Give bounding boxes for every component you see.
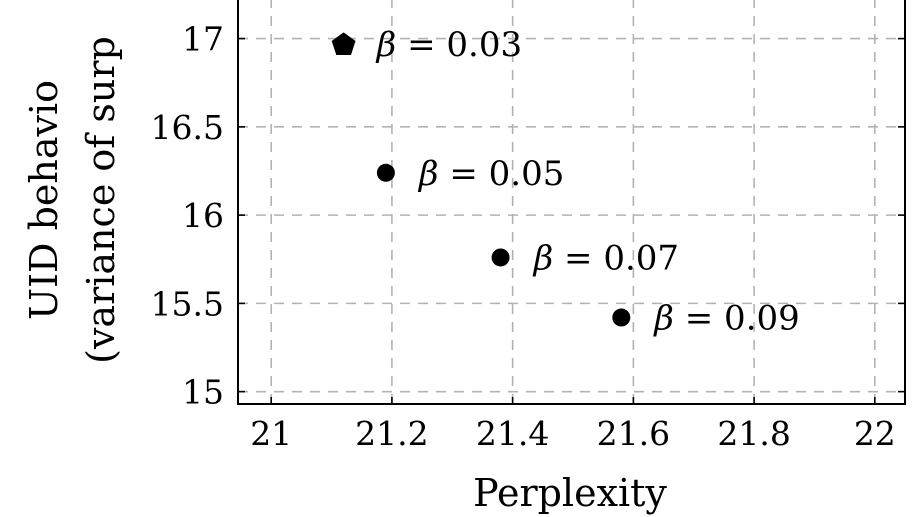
point-label: β = 0.03 bbox=[375, 25, 522, 65]
y-tick-label: 15 bbox=[182, 373, 224, 412]
data-points bbox=[331, 32, 631, 327]
y-axis-title-line2: (variance of surp bbox=[79, 36, 123, 364]
y-tick-label: 16.5 bbox=[151, 108, 224, 147]
y-tick-label: 16 bbox=[182, 196, 224, 235]
beta-symbol: β bbox=[417, 154, 439, 194]
x-tick-label: 21.2 bbox=[355, 414, 428, 453]
beta-value: = 0.05 bbox=[439, 154, 565, 194]
data-point bbox=[491, 248, 510, 267]
y-tick-label: 15.5 bbox=[151, 284, 224, 323]
axes bbox=[237, 0, 906, 405]
beta-value: = 0.09 bbox=[674, 299, 800, 339]
point-annotations: β = 0.03β = 0.05β = 0.07β = 0.09 bbox=[375, 25, 800, 339]
beta-symbol: β bbox=[532, 238, 554, 278]
data-point bbox=[376, 163, 395, 182]
x-axis-title: Perplexity bbox=[473, 471, 667, 515]
grid bbox=[238, 0, 905, 404]
point-label: β = 0.07 bbox=[532, 238, 679, 278]
beta-symbol: β bbox=[375, 25, 397, 65]
tick-labels: 21 21.2 21.4 21.6 21.8 22 15 15.5 16 16.5 17 bbox=[151, 20, 896, 453]
data-point bbox=[612, 308, 631, 327]
x-tick-label: 21.8 bbox=[717, 414, 790, 453]
beta-symbol: β bbox=[652, 299, 674, 339]
beta-value: = 0.07 bbox=[553, 238, 679, 278]
beta-value: = 0.03 bbox=[396, 25, 522, 65]
x-tick-label: 21 bbox=[250, 414, 292, 453]
point-label: β = 0.09 bbox=[652, 299, 799, 339]
y-axis-title-line1: UID behavio bbox=[22, 80, 66, 320]
point-label: β = 0.05 bbox=[417, 154, 564, 194]
axis-frame bbox=[237, 0, 906, 405]
x-tick-label: 22 bbox=[854, 414, 896, 453]
x-tick-label: 21.6 bbox=[597, 414, 670, 453]
x-tick-label: 21.4 bbox=[476, 414, 549, 453]
data-point-pentagon bbox=[331, 32, 356, 55]
y-tick-label: 17 bbox=[182, 20, 224, 59]
